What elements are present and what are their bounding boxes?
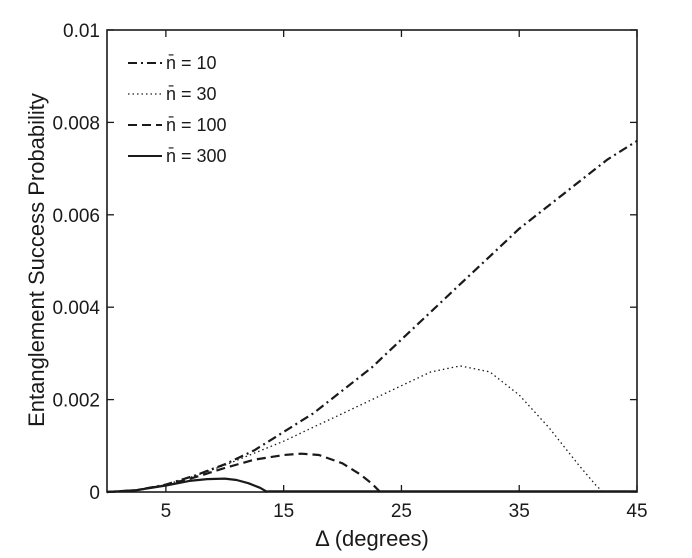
legend-label-4: n̄ = 300: [166, 146, 227, 166]
series-line-3: [106, 452, 381, 494]
x-tick-label: 25: [391, 501, 412, 522]
y-tick-label: 0.008: [52, 113, 100, 134]
y-tick-label: 0.002: [52, 391, 100, 412]
x-axis-title: Δ (degrees): [315, 526, 429, 551]
x-tick-label: 35: [509, 501, 530, 522]
plot-frame: [106, 29, 638, 493]
x-tick-label: 5: [161, 501, 172, 522]
x-tick-label: 45: [626, 501, 647, 522]
series-line-4: [106, 477, 268, 494]
y-tick-label: 0.004: [52, 298, 100, 319]
y-tick-label: 0.01: [63, 21, 100, 42]
series-line-2: [106, 365, 604, 493]
y-tick-label: 0: [89, 483, 100, 504]
legend-label-2: n̄ = 30: [166, 84, 217, 104]
y-axis-title: Entanglement Success Probability: [24, 93, 49, 427]
legend-label-3: n̄ = 100: [166, 115, 227, 135]
plot-area: 0 0.002 0.004 0.006 0.008 0.01 5 15 25 35 45: [52, 21, 647, 522]
x-tick-label: 15: [273, 501, 294, 522]
legend: n̄ = 10 n̄ = 30 n̄ = 100 n̄ = 300: [128, 53, 227, 166]
legend-label-1: n̄ = 10: [166, 53, 217, 73]
series-line-1: [106, 139, 638, 494]
y-tick-label: 0.006: [52, 206, 100, 227]
